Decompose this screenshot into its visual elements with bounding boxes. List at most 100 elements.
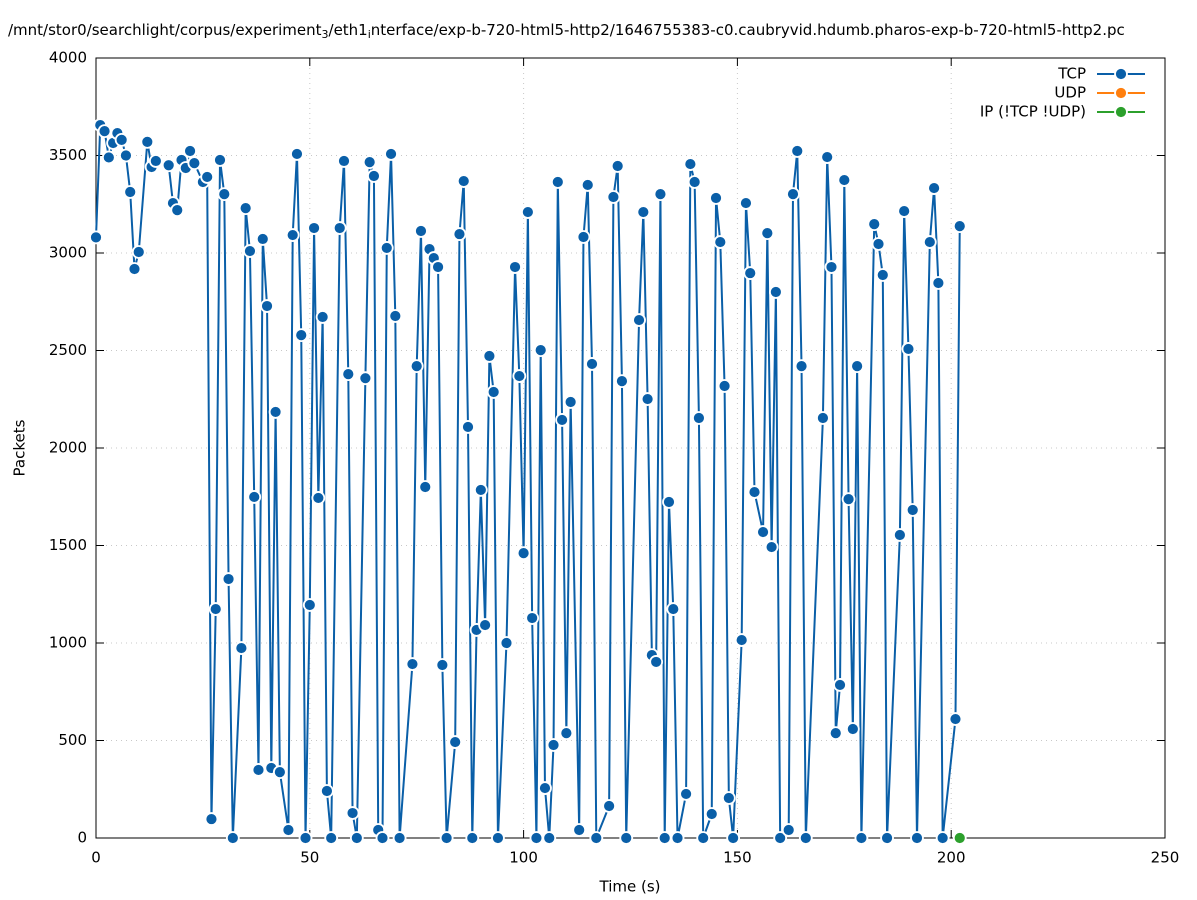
data-point [499,636,514,650]
data-point [320,784,334,798]
data-point [816,411,830,425]
data-point [435,658,450,672]
title-part: /mnt/stor0/searchlight/corpus/experiment [8,21,322,39]
y-tick-label: 2000 [49,439,87,457]
data-point [931,276,946,290]
data-point [97,124,112,139]
data-point [362,155,377,170]
data-point [841,492,856,506]
data-point [828,726,843,740]
data-point [666,602,681,616]
title-part: nterface/exp-b-720-html5-http2/164675538… [371,21,1125,39]
data-point [905,503,920,517]
y-tick-label: 1500 [49,536,87,554]
legend-label: TCP [1057,65,1086,83]
chart-title: /mnt/stor0/searchlight/corpus/experiment… [8,21,1125,42]
data-point [512,369,527,383]
x-tick-label: 200 [937,849,966,867]
data-point [324,831,339,845]
data-point [927,181,941,195]
x-tick-label: 100 [509,849,538,867]
data-point [148,154,163,168]
data-point [187,156,202,171]
data-point [114,132,129,147]
x-tick-label: 150 [723,849,752,867]
data-point [311,491,326,505]
data-point [388,309,403,323]
data-point [640,392,655,406]
data-point [572,823,587,837]
data-point [285,228,300,242]
data-point [555,413,569,427]
legend-label: IP (!TCP !UDP) [980,103,1086,121]
data-point [409,359,424,374]
data-point [478,618,493,632]
data-point [756,525,770,539]
data-point [272,765,287,779]
data-point [302,598,317,612]
data-point [337,154,351,168]
data-point [854,831,869,845]
y-tick-label: 500 [58,731,87,749]
data-point [602,799,617,813]
data-point [692,411,706,425]
data-point [170,203,185,218]
data-point [508,260,522,274]
data-point [615,374,629,389]
data-point [871,237,886,251]
data-point [332,221,347,235]
x-tick-label: 0 [91,849,101,867]
legend-marker [1114,86,1128,100]
data-point [837,173,852,187]
data-point [281,823,296,837]
data-point [448,735,463,749]
data-point [653,187,668,202]
data-point [683,157,698,171]
data-point [520,205,535,219]
data-point [345,806,360,820]
data-point [760,226,775,241]
data-point [892,528,907,542]
data-point [119,148,133,163]
y-tick-label: 0 [77,829,87,847]
data-point [341,367,356,381]
data-point [482,349,497,363]
data-point [820,150,835,164]
y-tick-label: 4000 [49,49,87,67]
data-point [208,602,223,616]
data-point [268,405,283,419]
data-point [790,144,805,158]
data-point [798,831,813,845]
data-point [743,266,758,280]
data-point [764,540,779,554]
data-point [375,831,390,845]
data-point [576,230,591,244]
data-point [657,831,672,845]
data-point [717,379,732,393]
y-tick-label: 3500 [49,146,87,164]
data-point [897,204,912,218]
data-point [781,823,796,837]
data-point [610,159,625,173]
data-point [465,831,480,845]
y-tick-label: 2500 [49,341,87,359]
data-point [260,299,274,313]
data-point [161,158,176,173]
data-point [546,738,561,752]
data-point [704,807,719,821]
data-point [307,221,321,235]
data-point [773,831,788,845]
data-point [349,831,364,845]
data-point [89,230,103,245]
data-point [649,655,664,669]
data-point [516,546,531,561]
data-point [606,190,621,204]
data-point [786,187,800,202]
data-point [952,219,967,233]
data-point [636,205,651,219]
title-part: /eth1 [329,21,368,39]
data-point [243,244,257,258]
data-point [726,831,741,845]
data-point [632,313,646,327]
